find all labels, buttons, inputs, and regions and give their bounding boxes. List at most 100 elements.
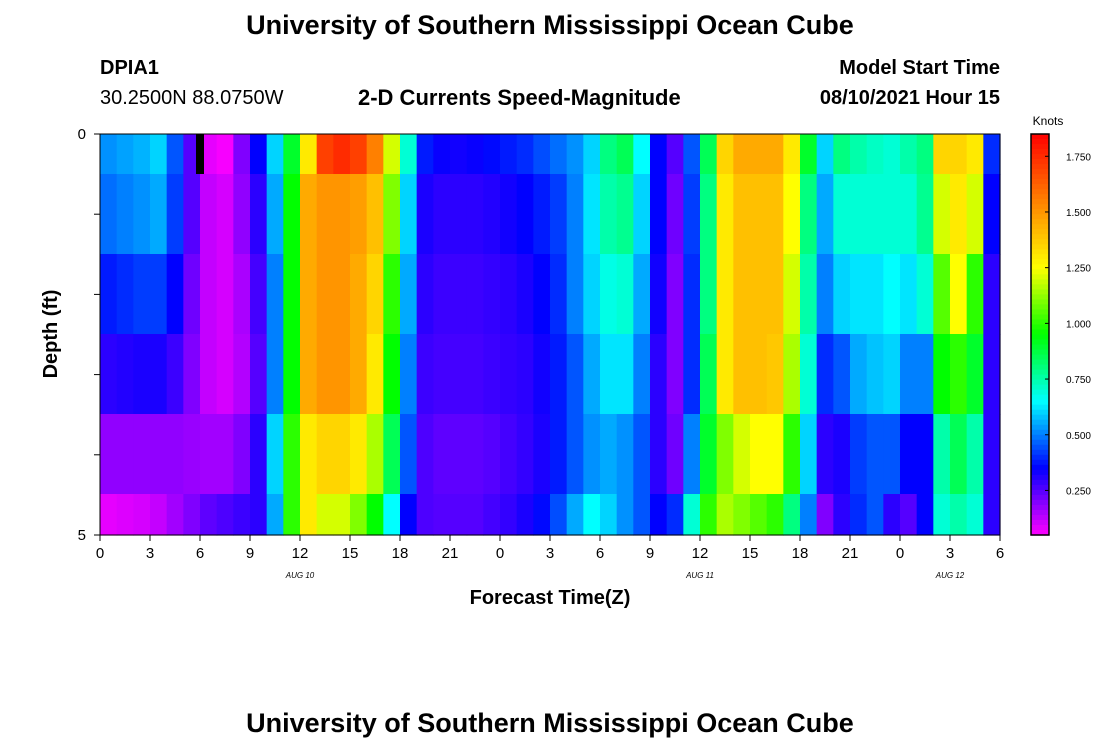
colorbar-segment xyxy=(1031,474,1049,481)
colorbar-segment xyxy=(1031,459,1049,466)
colorbar-segment xyxy=(1031,144,1049,150)
x-tick-label: 18 xyxy=(792,545,809,562)
heatmap-cell xyxy=(800,414,818,495)
model-start-label: Model Start Time xyxy=(839,57,1000,79)
heatmap-cell xyxy=(950,334,968,415)
heatmap-cell xyxy=(650,334,668,415)
heatmap-cell xyxy=(933,414,951,495)
heatmap-cell xyxy=(550,254,568,335)
heatmap-cell xyxy=(283,254,301,335)
heatmap-cell xyxy=(516,134,534,175)
heatmap-cell xyxy=(133,174,151,255)
heatmap-cell xyxy=(583,174,601,255)
heatmap-cell xyxy=(616,414,634,495)
colorbar-segment xyxy=(1031,484,1049,491)
heatmap-cell xyxy=(100,334,118,415)
colorbar-segment xyxy=(1031,319,1049,326)
heatmap-cell xyxy=(300,174,318,255)
heatmap-cell xyxy=(216,134,234,175)
heatmap-cell xyxy=(283,494,301,536)
colorbar-unit: Knots xyxy=(1033,114,1064,128)
heatmap-cell xyxy=(916,134,934,175)
heatmap-cell xyxy=(266,174,284,255)
heatmap-cell xyxy=(133,134,151,175)
colorbar-segment xyxy=(1031,519,1049,526)
heatmap-cell xyxy=(850,414,868,495)
heatmap-cell xyxy=(150,414,168,495)
heatmap-cell xyxy=(683,414,701,495)
heatmap-cell xyxy=(650,174,668,255)
heatmap-cell xyxy=(350,134,368,175)
heatmap-cell xyxy=(783,134,801,175)
heatmap-cell xyxy=(350,414,368,495)
heatmap-cell xyxy=(516,174,534,255)
x-tick-label: 6 xyxy=(996,545,1004,562)
x-tick-label: 9 xyxy=(246,545,254,562)
heatmap-cell xyxy=(966,414,984,495)
heatmap-cell xyxy=(516,334,534,415)
heatmap-cell xyxy=(550,174,568,255)
heatmap-cell xyxy=(833,494,851,536)
heatmap-cell xyxy=(966,134,984,175)
heatmap-cell xyxy=(116,334,134,415)
colorbar-segment xyxy=(1031,154,1049,160)
heatmap-cell xyxy=(400,254,418,335)
heatmap-cell xyxy=(100,174,118,255)
heatmap-cell xyxy=(350,334,368,415)
colorbar-segment xyxy=(1031,404,1049,411)
heatmap-cell xyxy=(350,174,368,255)
heatmap-cell xyxy=(516,494,534,536)
heatmap-cell xyxy=(816,174,834,255)
colorbar-segment xyxy=(1031,134,1049,140)
heatmap-cell xyxy=(566,134,584,175)
heatmap-cell xyxy=(766,254,784,335)
colorbar-segment xyxy=(1031,414,1049,421)
heatmap-cell xyxy=(500,134,518,175)
x-tick-label: 9 xyxy=(646,545,654,562)
x-tick-label: 12 xyxy=(292,545,309,562)
heatmap-cell xyxy=(300,494,318,536)
colorbar-segment xyxy=(1031,299,1049,306)
colorbar-segment xyxy=(1031,354,1049,361)
colorbar-segment xyxy=(1031,229,1049,235)
heatmap-cell xyxy=(800,494,818,536)
station-location: 30.2500N 88.0750W xyxy=(100,87,284,109)
heatmap-cell xyxy=(833,334,851,415)
heatmap-cell xyxy=(933,134,951,175)
heatmap-cell xyxy=(383,134,401,175)
heatmap-cell xyxy=(916,174,934,255)
heatmap-cell xyxy=(683,134,701,175)
colorbar-segment xyxy=(1031,309,1049,316)
heatmap-cell xyxy=(466,254,484,335)
heatmap-cell xyxy=(116,134,134,175)
heatmap-cell xyxy=(950,414,968,495)
heatmap-cell xyxy=(950,254,968,335)
heatmap-cell xyxy=(983,494,1001,536)
heatmap-cell xyxy=(833,134,851,175)
heatmap-cell xyxy=(866,174,884,255)
heatmap-cell xyxy=(316,494,334,536)
heatmap-cell xyxy=(716,174,734,255)
heatmap-cell xyxy=(716,414,734,495)
heatmap-cell xyxy=(450,494,468,536)
heatmap-cell xyxy=(766,174,784,255)
heatmap-cell xyxy=(483,254,501,335)
heatmap-cell xyxy=(450,334,468,415)
heatmap-cell xyxy=(633,414,651,495)
heatmap-cell xyxy=(416,334,434,415)
heatmap-cell xyxy=(366,334,384,415)
heatmap-cell xyxy=(633,494,651,536)
colorbar-segment xyxy=(1031,379,1049,386)
heatmap-cell xyxy=(650,134,668,175)
colorbar-segment xyxy=(1031,514,1049,521)
heatmap-cell xyxy=(733,414,751,495)
heatmap-cell xyxy=(816,334,834,415)
heatmap-cell xyxy=(616,334,634,415)
heatmap-cell xyxy=(850,494,868,536)
heatmap-cell xyxy=(633,134,651,175)
heatmap-cell xyxy=(116,174,134,255)
colorbar-tick-label: 1.000 xyxy=(1066,319,1091,330)
heatmap-cell xyxy=(266,134,284,175)
heatmap-cell xyxy=(666,174,684,255)
heatmap-cell xyxy=(816,494,834,536)
